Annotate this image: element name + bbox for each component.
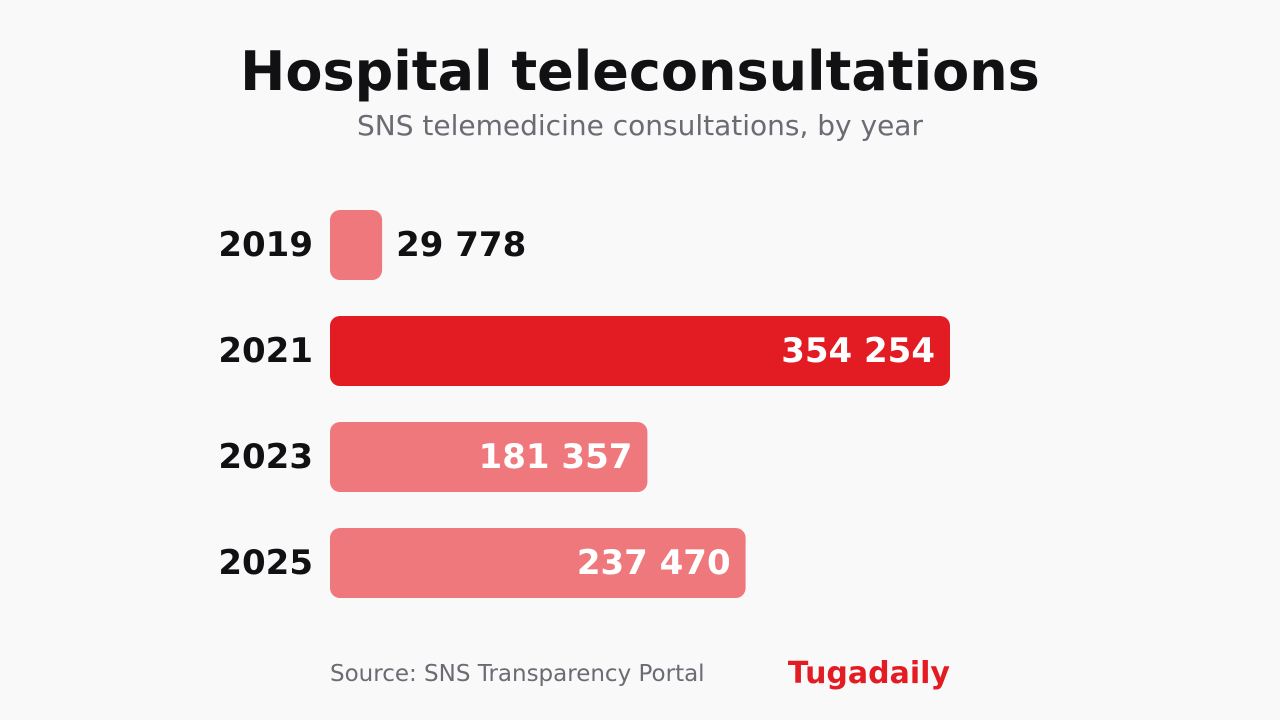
value-label: 29 778 xyxy=(396,225,526,265)
source-note: Source: SNS Transparency Portal xyxy=(330,661,705,687)
bar xyxy=(330,210,383,280)
brand-logo-text: Tugadaily xyxy=(787,656,950,691)
chart-title: Hospital teleconsultations xyxy=(240,40,1040,103)
value-label: 237 470 xyxy=(577,543,731,583)
value-label: 354 254 xyxy=(781,331,935,371)
bar xyxy=(330,422,648,492)
category-label: 2019 xyxy=(218,225,313,265)
chart-subtitle: SNS telemedicine consultations, by year xyxy=(357,109,923,142)
category-label: 2023 xyxy=(218,437,313,477)
value-label: 181 357 xyxy=(479,437,633,477)
category-label: 2025 xyxy=(218,543,313,583)
category-label: 2021 xyxy=(218,331,313,371)
bar xyxy=(330,316,950,386)
bar xyxy=(330,528,746,598)
